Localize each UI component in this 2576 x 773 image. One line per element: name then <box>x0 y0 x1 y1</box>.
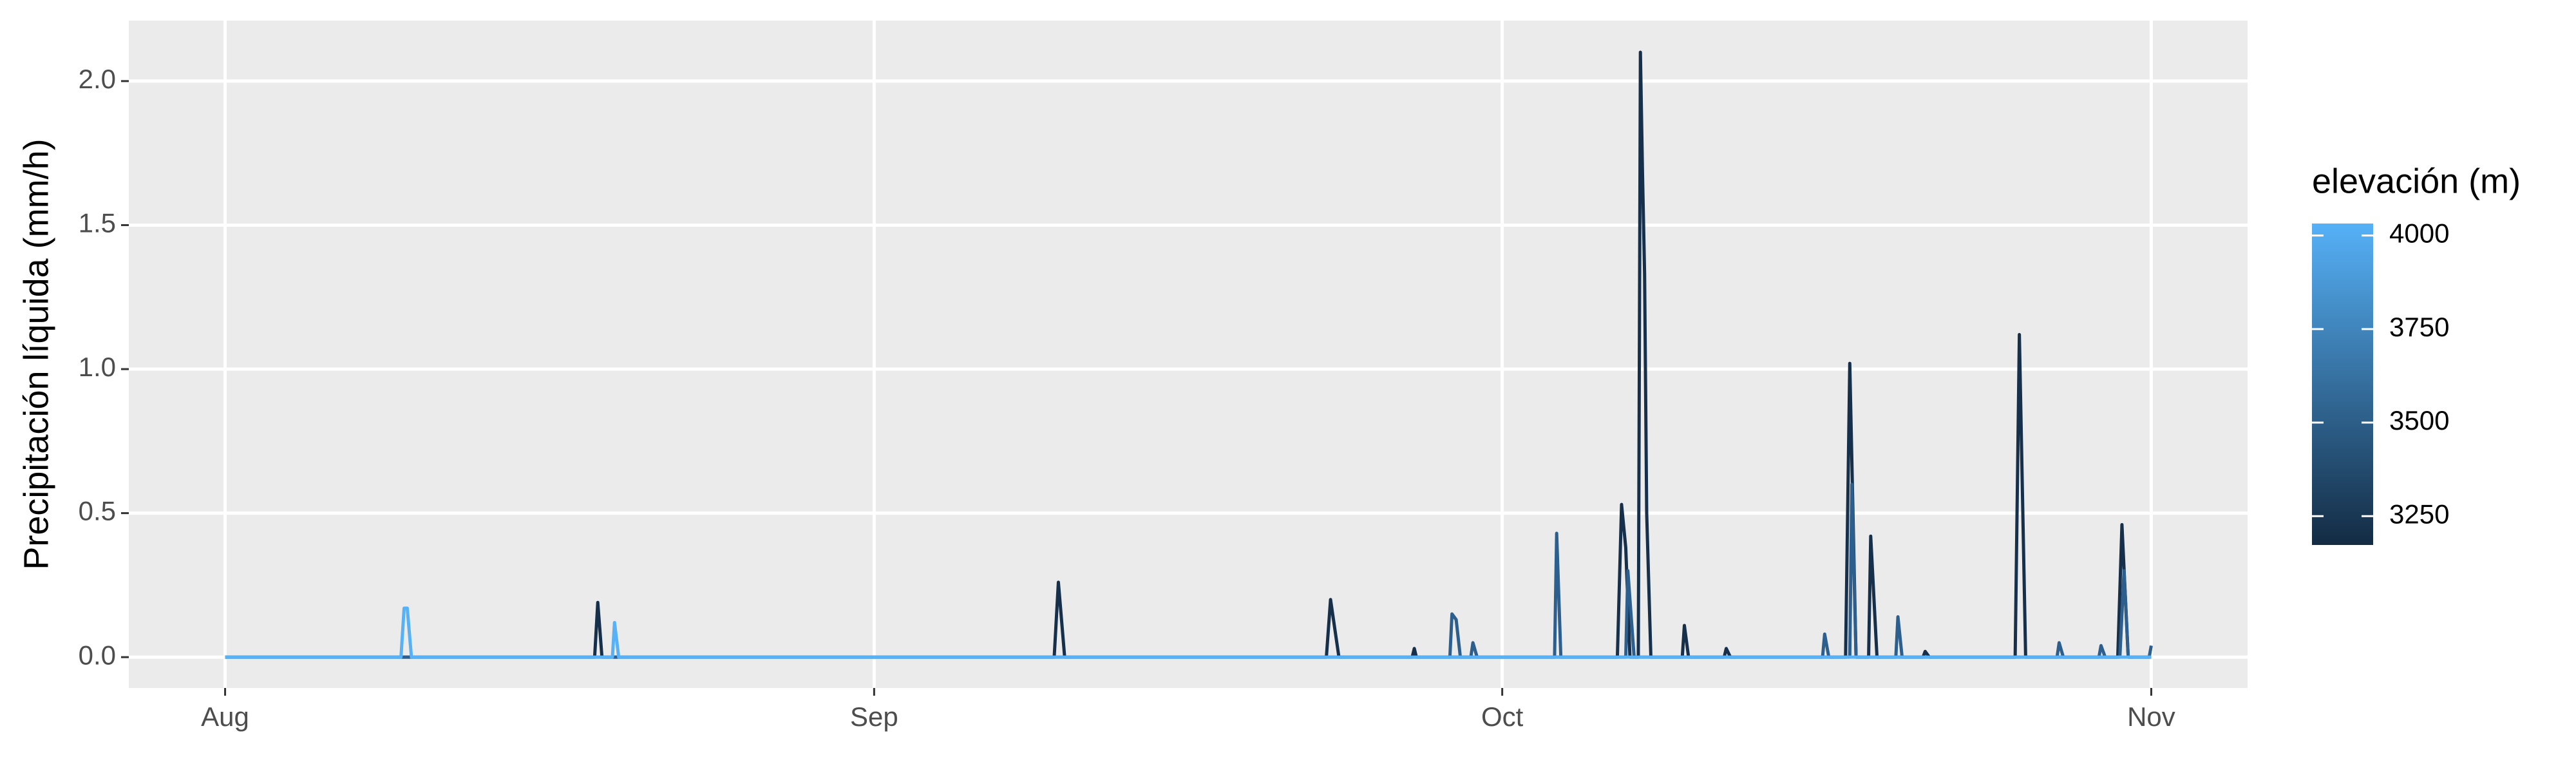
series-line <box>225 606 2152 659</box>
y-tick-label: 0.0 <box>79 640 116 670</box>
legend-tick-label: 3250 <box>2389 499 2449 529</box>
plot-panel <box>129 21 2248 688</box>
x-tick-label: Oct <box>1481 701 1524 732</box>
legend-title: elevación (m) <box>2312 162 2521 200</box>
y-tick-label: 1.0 <box>79 352 116 382</box>
y-tick-label: 1.5 <box>79 208 116 238</box>
x-tick-label: Sep <box>850 701 898 732</box>
legend-colorbar <box>2312 224 2373 545</box>
y-axis-label: Precipitación líquida (mm/h) <box>17 138 55 569</box>
y-tick-label: 2.0 <box>79 64 116 94</box>
legend-tick-label: 4000 <box>2389 218 2449 249</box>
x-tick-label: Aug <box>201 701 249 732</box>
y-tick-label: 0.5 <box>79 496 116 526</box>
legend-tick-label: 3500 <box>2389 405 2449 435</box>
x-tick-label: Nov <box>2127 701 2175 732</box>
legend-tick-label: 3750 <box>2389 312 2449 342</box>
